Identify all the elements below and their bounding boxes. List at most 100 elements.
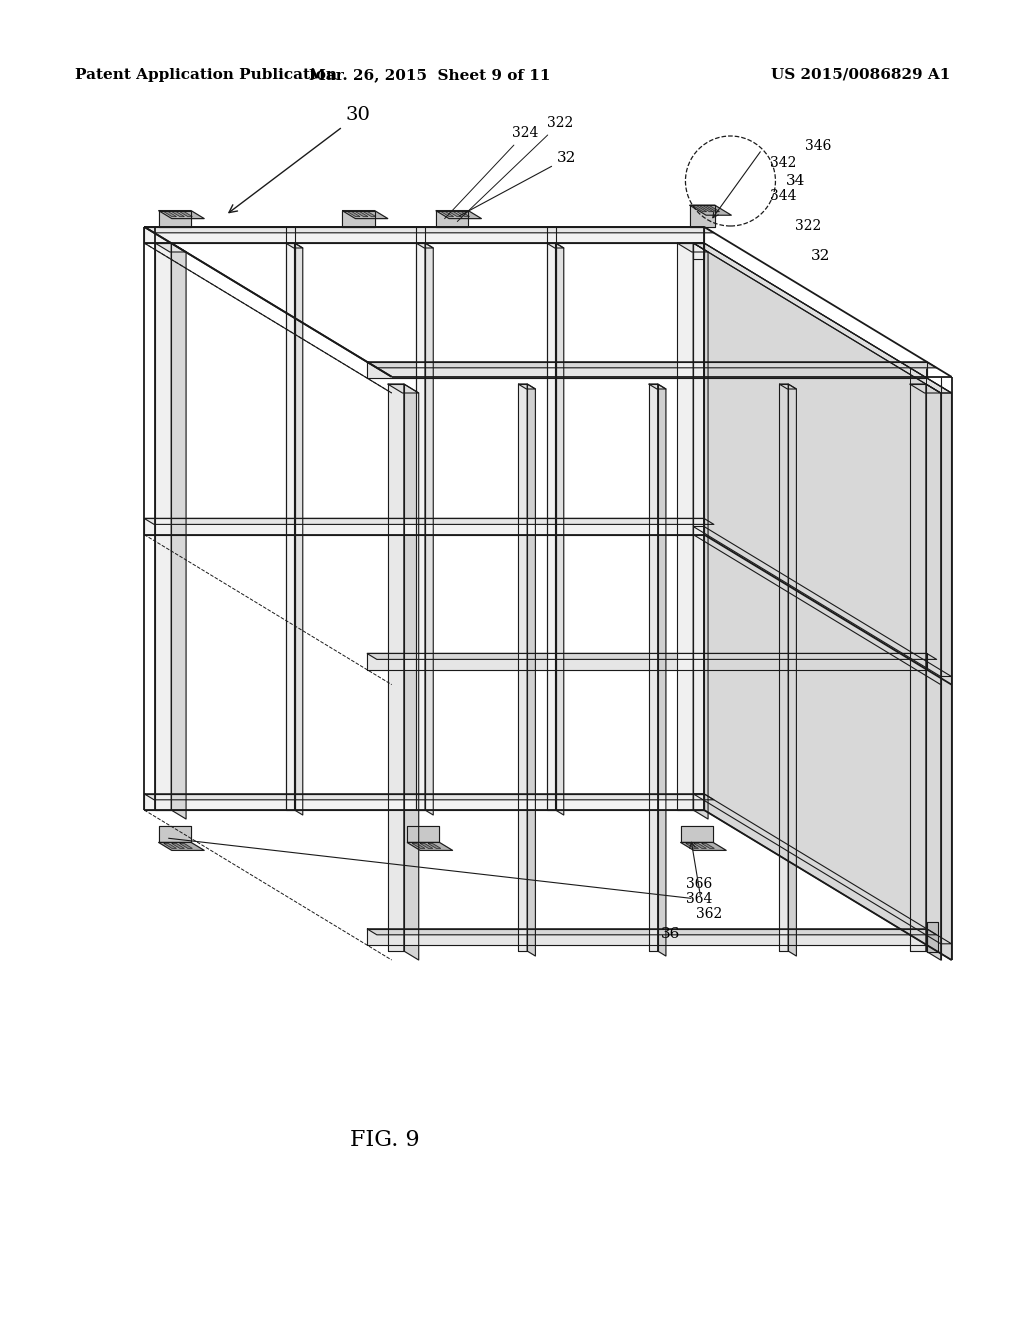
Text: 34: 34 bbox=[785, 174, 805, 187]
Polygon shape bbox=[689, 205, 731, 215]
Polygon shape bbox=[441, 211, 454, 216]
Text: 324: 324 bbox=[444, 127, 539, 219]
Polygon shape bbox=[144, 519, 714, 524]
Polygon shape bbox=[681, 826, 713, 842]
Polygon shape bbox=[909, 384, 941, 393]
Text: 32: 32 bbox=[810, 249, 829, 263]
Polygon shape bbox=[677, 243, 708, 252]
Polygon shape bbox=[706, 206, 720, 211]
Polygon shape bbox=[367, 653, 927, 669]
Polygon shape bbox=[367, 929, 937, 935]
Text: 322: 322 bbox=[458, 116, 573, 222]
Polygon shape bbox=[172, 211, 184, 216]
Polygon shape bbox=[681, 842, 726, 850]
Polygon shape bbox=[388, 384, 419, 393]
Text: 364: 364 bbox=[686, 892, 712, 907]
Polygon shape bbox=[364, 211, 376, 216]
Polygon shape bbox=[388, 384, 403, 950]
Polygon shape bbox=[367, 653, 937, 660]
Polygon shape bbox=[648, 384, 666, 389]
Polygon shape bbox=[155, 243, 171, 810]
Polygon shape bbox=[547, 243, 555, 810]
Polygon shape bbox=[555, 243, 564, 814]
Polygon shape bbox=[457, 211, 469, 216]
Polygon shape bbox=[144, 227, 705, 243]
Polygon shape bbox=[657, 384, 666, 956]
Polygon shape bbox=[693, 243, 951, 393]
Polygon shape bbox=[416, 243, 425, 810]
Polygon shape bbox=[693, 793, 705, 810]
Text: 36: 36 bbox=[660, 927, 680, 941]
Polygon shape bbox=[159, 826, 191, 842]
Polygon shape bbox=[436, 211, 468, 227]
Text: 342: 342 bbox=[770, 156, 797, 170]
Polygon shape bbox=[413, 843, 425, 849]
Polygon shape bbox=[420, 843, 433, 849]
Polygon shape bbox=[342, 211, 388, 219]
Polygon shape bbox=[144, 793, 705, 810]
Polygon shape bbox=[926, 384, 941, 960]
Polygon shape bbox=[449, 211, 462, 216]
Polygon shape bbox=[407, 842, 453, 850]
Polygon shape bbox=[425, 243, 433, 814]
Polygon shape bbox=[403, 384, 419, 960]
Polygon shape bbox=[689, 205, 715, 227]
Text: US 2015/0086829 A1: US 2015/0086829 A1 bbox=[771, 69, 950, 82]
Polygon shape bbox=[367, 362, 927, 378]
Polygon shape bbox=[342, 211, 375, 227]
Polygon shape bbox=[407, 826, 439, 842]
Text: Mar. 26, 2015  Sheet 9 of 11: Mar. 26, 2015 Sheet 9 of 11 bbox=[309, 69, 551, 82]
Polygon shape bbox=[693, 527, 951, 676]
Polygon shape bbox=[286, 243, 295, 810]
Polygon shape bbox=[159, 211, 204, 219]
Polygon shape bbox=[547, 243, 564, 248]
Polygon shape bbox=[159, 842, 204, 850]
Polygon shape bbox=[144, 793, 714, 800]
Polygon shape bbox=[518, 384, 536, 389]
Polygon shape bbox=[779, 384, 788, 950]
Polygon shape bbox=[909, 384, 926, 950]
Polygon shape bbox=[779, 384, 797, 389]
Polygon shape bbox=[367, 362, 937, 368]
Polygon shape bbox=[179, 211, 193, 216]
Polygon shape bbox=[518, 384, 527, 950]
Polygon shape bbox=[701, 843, 715, 849]
Polygon shape bbox=[179, 843, 193, 849]
Polygon shape bbox=[436, 211, 481, 219]
Polygon shape bbox=[286, 243, 303, 248]
Text: 366: 366 bbox=[686, 878, 712, 891]
Polygon shape bbox=[164, 843, 176, 849]
Polygon shape bbox=[694, 843, 707, 849]
Polygon shape bbox=[355, 211, 368, 216]
Polygon shape bbox=[693, 243, 708, 818]
Polygon shape bbox=[928, 923, 938, 952]
Text: 30: 30 bbox=[229, 106, 371, 213]
Polygon shape bbox=[788, 384, 797, 956]
Polygon shape bbox=[693, 793, 951, 944]
Polygon shape bbox=[172, 843, 184, 849]
Polygon shape bbox=[295, 243, 303, 814]
Polygon shape bbox=[693, 206, 707, 211]
Polygon shape bbox=[144, 227, 714, 232]
Text: FIG. 9: FIG. 9 bbox=[350, 1129, 420, 1151]
Polygon shape bbox=[705, 243, 951, 960]
Polygon shape bbox=[527, 384, 536, 956]
Polygon shape bbox=[699, 206, 713, 211]
Polygon shape bbox=[693, 243, 951, 393]
Text: 346: 346 bbox=[806, 139, 831, 153]
Text: Patent Application Publication: Patent Application Publication bbox=[75, 69, 337, 82]
Polygon shape bbox=[686, 843, 698, 849]
Polygon shape bbox=[677, 243, 693, 810]
Polygon shape bbox=[693, 243, 705, 810]
Text: 322: 322 bbox=[796, 219, 821, 234]
Polygon shape bbox=[171, 243, 186, 818]
Polygon shape bbox=[144, 519, 705, 535]
Polygon shape bbox=[164, 211, 176, 216]
Polygon shape bbox=[416, 243, 433, 248]
Polygon shape bbox=[648, 384, 657, 950]
Polygon shape bbox=[155, 243, 186, 252]
Polygon shape bbox=[159, 211, 191, 227]
Polygon shape bbox=[428, 843, 440, 849]
Polygon shape bbox=[347, 211, 360, 216]
Polygon shape bbox=[693, 243, 705, 259]
